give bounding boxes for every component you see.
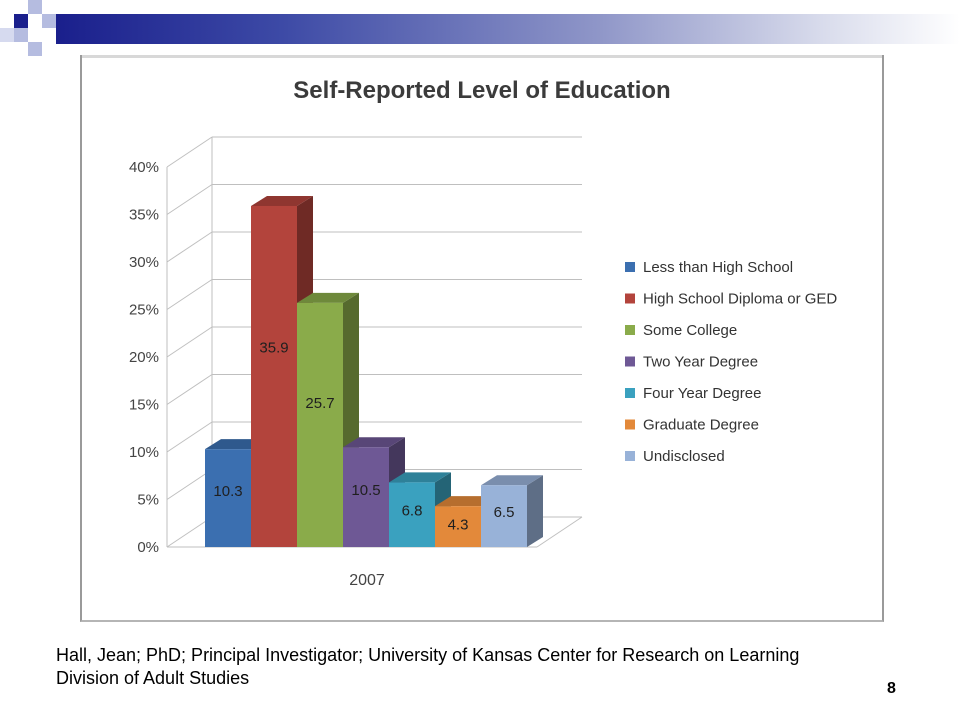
data-label: 10.3 <box>213 483 242 500</box>
y-tick-label: 15% <box>129 397 159 414</box>
legend-label: Four Year Degree <box>643 385 761 402</box>
legend-swatch <box>625 325 635 335</box>
bar-front-face <box>481 485 527 547</box>
y-tick-label: 25% <box>129 302 159 319</box>
legend-item: Some College <box>625 322 737 339</box>
gridline-side <box>166 231 213 263</box>
data-label: 25.7 <box>305 395 334 412</box>
legend-swatch <box>625 356 635 367</box>
legend-swatch <box>625 451 635 461</box>
bar-front-face <box>205 449 251 547</box>
legend-label: Some College <box>643 322 737 339</box>
bar-top-face <box>389 472 451 483</box>
bar-front-face <box>251 205 297 547</box>
bar-front-face <box>389 482 435 547</box>
gridline-side <box>166 374 213 405</box>
chart-frame: Self-Reported Level of Education 0% 5% 10%… <box>80 55 884 622</box>
legend-item: Less than High School <box>625 259 793 276</box>
data-label: 4.3 <box>448 516 469 533</box>
legend: Less than High School High School Diploma… <box>625 259 837 465</box>
legend-swatch <box>625 293 635 304</box>
bar-front-face <box>343 447 389 547</box>
y-tick-label: 35% <box>129 207 159 224</box>
page-number: 8 <box>887 680 896 697</box>
axis-layer: 0% 5% 10% 15% 20% 25% 30% 35% 40% 2007 <box>129 159 385 589</box>
gridline-side <box>166 184 213 215</box>
corner-square-lavender <box>28 0 42 14</box>
x-category-label: 2007 <box>349 572 385 589</box>
bar-front-face <box>435 506 481 547</box>
bar-undisclosed: 6.5 <box>481 475 543 547</box>
gridline-side <box>166 136 213 168</box>
y-tick-label: 0% <box>137 539 159 556</box>
data-label: 10.5 <box>351 482 380 499</box>
bar-top-face <box>297 292 359 303</box>
bar-top-face <box>481 475 543 486</box>
data-label: 6.8 <box>402 503 423 520</box>
chart-title: Self-Reported Level of Education <box>293 77 670 104</box>
legend-label: Graduate Degree <box>643 417 759 434</box>
y-tick-label: 10% <box>129 444 159 461</box>
data-label: 35.9 <box>259 340 288 357</box>
legend-item: Two Year Degree <box>625 354 758 371</box>
corner-square-lavender <box>42 14 56 28</box>
gridline-side <box>166 326 213 358</box>
legend-label: Undisclosed <box>643 448 725 465</box>
corner-square-navy <box>14 14 28 28</box>
y-tick-label: 30% <box>129 254 159 271</box>
legend-swatch <box>625 388 635 398</box>
legend-item: Four Year Degree <box>625 385 761 402</box>
data-label: 6.5 <box>494 504 515 521</box>
bar-chart: Self-Reported Level of Education 0% 5% 10%… <box>129 77 837 589</box>
legend-label: High School Diploma or GED <box>643 291 837 308</box>
corner-square-lavender <box>14 28 28 42</box>
gridline-side <box>166 421 213 453</box>
legend-label: Two Year Degree <box>643 354 758 371</box>
corner-square-lavender <box>28 42 42 56</box>
bar-layer: 10.3 35.9 25.7 10.5 6.8 4.3 6.5 <box>205 195 543 547</box>
legend-label: Less than High School <box>643 259 793 276</box>
legend-item: Graduate Degree <box>625 417 759 434</box>
gridline-side <box>166 469 213 500</box>
legend-item: Undisclosed <box>625 448 725 465</box>
bar-top-face <box>251 195 313 206</box>
gridline-side <box>166 279 213 310</box>
legend-item: High School Diploma or GED <box>625 291 837 308</box>
bar-side-face <box>527 475 543 547</box>
y-tick-label: 20% <box>129 349 159 366</box>
citation-text: Hall, Jean; PhD; Principal Investigator;… <box>56 645 800 688</box>
legend-swatch <box>625 419 635 430</box>
y-tick-label: 40% <box>129 159 159 176</box>
y-tick-label: 5% <box>137 492 159 509</box>
legend-swatch <box>625 262 635 272</box>
bar-top-face <box>343 437 405 448</box>
gridline-side <box>166 516 213 548</box>
floor-right-edge <box>536 516 583 548</box>
corner-square-lavender <box>0 28 14 42</box>
title-gradient-bar <box>56 14 960 44</box>
bar-front-face <box>297 302 343 547</box>
